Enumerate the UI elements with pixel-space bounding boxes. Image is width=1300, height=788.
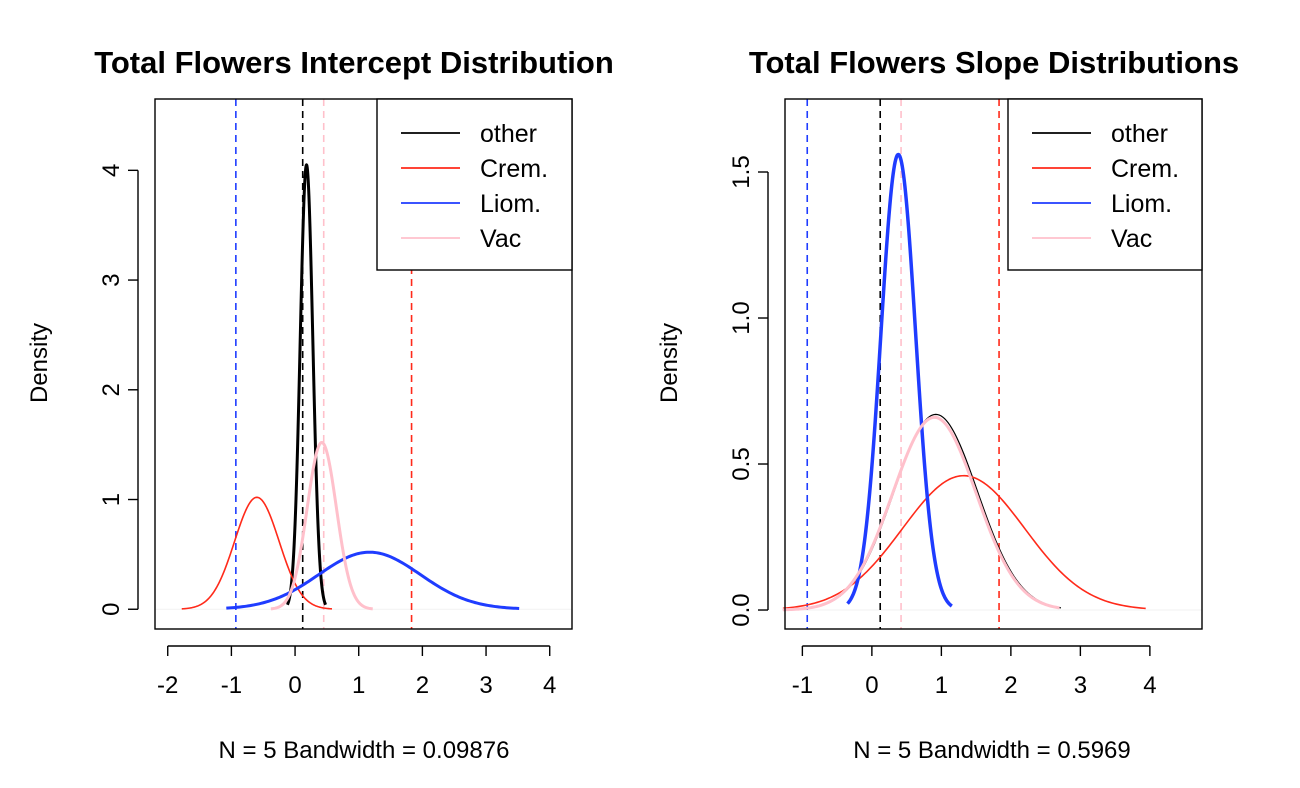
chart-title-intercept: Total Flowers Intercept Distribution bbox=[94, 45, 614, 80]
x-tick-label-slope: 2 bbox=[1004, 672, 1017, 699]
plot-frame-slope bbox=[784, 98, 1203, 630]
y-tick-label-intercept: 0 bbox=[98, 603, 125, 616]
plot-frame-intercept bbox=[154, 98, 573, 630]
x-tick-label-intercept: 0 bbox=[288, 672, 301, 699]
legend-label-intercept-vac: Vac bbox=[480, 225, 521, 253]
y-tick-label-slope: 0.5 bbox=[728, 447, 755, 480]
y-tick-label-slope: 1.0 bbox=[728, 301, 755, 334]
y-tick-label-intercept: 1 bbox=[98, 493, 125, 506]
y-tick-label-intercept: 4 bbox=[98, 164, 125, 177]
x-tick-label-intercept: -1 bbox=[221, 672, 242, 699]
x-tick-label-slope: 4 bbox=[1143, 672, 1156, 699]
chart-title-slope: Total Flowers Slope Distributions bbox=[749, 45, 1239, 80]
density-curve-slope-crem bbox=[782, 474, 1146, 610]
x-tick-label-intercept: 2 bbox=[416, 672, 429, 699]
x-tick-label-slope: 0 bbox=[865, 672, 878, 699]
y-tick-label-slope: 0.0 bbox=[728, 593, 755, 626]
legend-label-slope-liom: Liom. bbox=[1111, 190, 1172, 218]
x-tick-label-intercept: 4 bbox=[543, 672, 556, 699]
legend-label-slope-crem: Crem. bbox=[1111, 155, 1179, 183]
y-tick-label-intercept: 2 bbox=[98, 383, 125, 396]
x-axis-label-slope: N = 5 Bandwidth = 0.5969 bbox=[853, 737, 1131, 764]
x-axis-label-intercept: N = 5 Bandwidth = 0.09876 bbox=[219, 737, 510, 764]
legend-label-intercept-other: other bbox=[480, 120, 537, 148]
legend-label-slope-vac: Vac bbox=[1111, 225, 1152, 253]
density-curve-slope-vac bbox=[782, 415, 1060, 612]
legend-label-slope-other: other bbox=[1111, 120, 1168, 148]
legend-box-slope bbox=[1007, 98, 1203, 271]
legend-label-intercept-crem: Crem. bbox=[480, 155, 548, 183]
x-tick-label-intercept: 1 bbox=[352, 672, 365, 699]
density-curve-slope-liom bbox=[846, 152, 953, 608]
y-tick-label-slope: 1.5 bbox=[728, 155, 755, 188]
density-curve-intercept-liom bbox=[226, 550, 520, 610]
legend-box-intercept bbox=[376, 98, 573, 271]
x-tick-label-slope: -1 bbox=[792, 672, 813, 699]
density-curve-intercept-other bbox=[286, 163, 327, 606]
x-tick-label-slope: 1 bbox=[935, 672, 948, 699]
x-tick-label-intercept: -2 bbox=[157, 672, 178, 699]
x-tick-label-intercept: 3 bbox=[479, 672, 492, 699]
density-curve-intercept-crem bbox=[181, 496, 333, 610]
density-curve-intercept-vac bbox=[270, 440, 374, 611]
x-tick-label-slope: 3 bbox=[1074, 672, 1087, 699]
legend-label-intercept-liom: Liom. bbox=[480, 190, 541, 218]
y-tick-label-intercept: 3 bbox=[98, 273, 125, 286]
y-axis-label-slope: Density bbox=[656, 323, 683, 403]
y-axis-label-intercept: Density bbox=[26, 323, 53, 403]
